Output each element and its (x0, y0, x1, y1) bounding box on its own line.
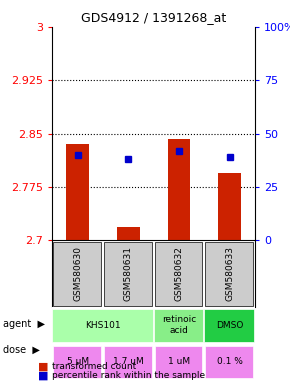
Text: GSM580633: GSM580633 (225, 246, 234, 301)
Bar (168, 139, 191, 240)
Text: 1 uM: 1 uM (168, 358, 190, 366)
Bar (117, 227, 140, 240)
Text: dose  ▶: dose ▶ (3, 344, 40, 354)
Text: ■: ■ (38, 362, 48, 372)
FancyBboxPatch shape (204, 310, 254, 342)
Text: 1.7 uM: 1.7 uM (113, 358, 144, 366)
Text: ■: ■ (38, 371, 48, 381)
FancyBboxPatch shape (155, 242, 202, 306)
Text: KHS101: KHS101 (85, 321, 121, 330)
Text: GSM580630: GSM580630 (73, 246, 82, 301)
FancyBboxPatch shape (205, 242, 253, 306)
Title: GDS4912 / 1391268_at: GDS4912 / 1391268_at (81, 11, 226, 24)
FancyBboxPatch shape (53, 242, 101, 306)
Text: 0.1 %: 0.1 % (217, 358, 243, 366)
FancyBboxPatch shape (154, 310, 203, 342)
FancyBboxPatch shape (104, 242, 152, 306)
Text: retinoic
acid: retinoic acid (162, 316, 196, 335)
FancyBboxPatch shape (205, 346, 253, 378)
Text: transformed count: transformed count (52, 362, 137, 371)
FancyBboxPatch shape (155, 346, 202, 378)
Text: DMSO: DMSO (216, 321, 244, 330)
Text: agent  ▶: agent ▶ (3, 319, 45, 329)
Text: 5 uM: 5 uM (66, 358, 89, 366)
FancyBboxPatch shape (52, 310, 153, 342)
FancyBboxPatch shape (53, 346, 101, 378)
FancyBboxPatch shape (104, 346, 152, 378)
Bar (66, 144, 89, 240)
Text: percentile rank within the sample: percentile rank within the sample (52, 371, 205, 380)
Text: GSM580631: GSM580631 (124, 246, 133, 301)
Bar (218, 173, 241, 240)
Text: GSM580632: GSM580632 (175, 246, 184, 301)
